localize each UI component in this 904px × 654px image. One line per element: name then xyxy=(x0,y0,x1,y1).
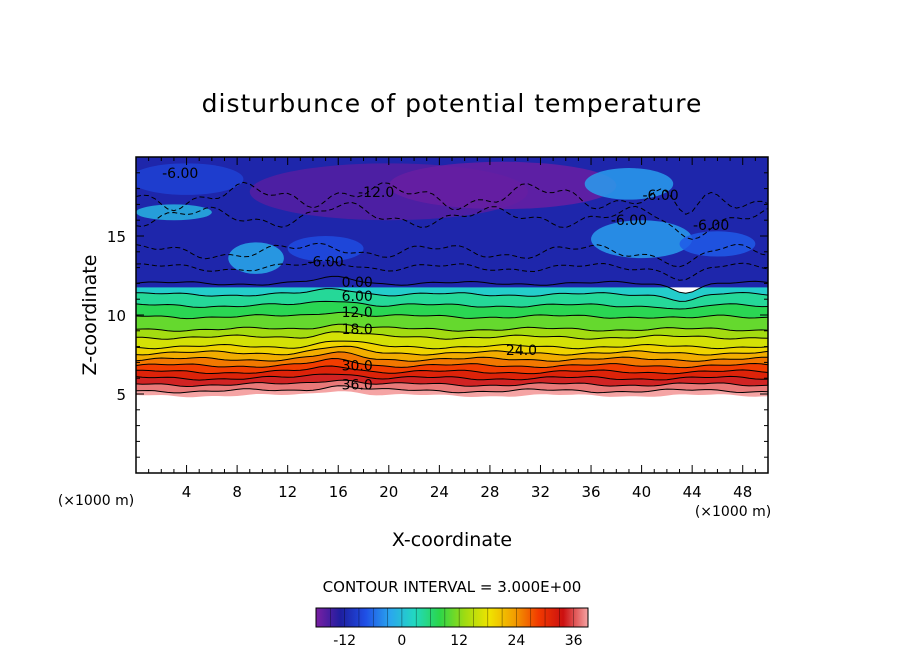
dashed-contour xyxy=(136,201,768,240)
contour-line xyxy=(136,288,768,302)
contour-label: 6.00 xyxy=(342,289,373,305)
contour-line xyxy=(136,385,768,394)
contour-line xyxy=(136,311,768,320)
upper-cell xyxy=(228,242,284,274)
contour-line xyxy=(136,365,768,375)
y-axis-ticks: 5 10 15 xyxy=(107,172,768,458)
x-tick-label: 8 xyxy=(232,483,242,501)
x-tick-label: 24 xyxy=(430,483,449,501)
x-tick-label: 4 xyxy=(182,483,192,501)
x-tick-label: 12 xyxy=(278,483,297,501)
colorbar-tick-label: 24 xyxy=(508,633,526,649)
contour-line xyxy=(136,340,768,350)
contour-interval-text: CONTOUR INTERVAL = 3.000E+00 xyxy=(323,578,582,596)
x-tick-label: 44 xyxy=(683,483,702,501)
upper-cell xyxy=(584,168,674,200)
colorbar-gradient xyxy=(315,607,589,628)
chart-title: disturbunce of potential temperature xyxy=(202,89,703,118)
colorbar: -12 0 12 24 36 xyxy=(315,607,589,649)
contour-line xyxy=(136,357,768,369)
contour-label: -6.00 xyxy=(307,254,343,270)
contour-label: 18.0 xyxy=(342,322,373,338)
x-tick-label: 20 xyxy=(379,483,398,501)
y-tick-label: 10 xyxy=(107,307,126,325)
upper-cell xyxy=(591,220,693,259)
x-tick-label: 32 xyxy=(531,483,550,501)
y-tick-label: 5 xyxy=(116,386,126,404)
x-axis-ticks: 4 8 12 16 20 24 28 32 36 40 44 48 xyxy=(148,157,756,501)
colorbar-tick-label: 36 xyxy=(565,633,583,649)
contour-field xyxy=(136,157,768,473)
upper-cell xyxy=(136,163,244,195)
contour-label: 24.0 xyxy=(506,343,537,359)
contour-line xyxy=(136,331,768,340)
contour-label: 0.00 xyxy=(342,275,373,291)
contour-line xyxy=(136,323,768,332)
upper-cell xyxy=(679,231,756,257)
upper-cell xyxy=(287,236,364,262)
dashed-contour xyxy=(136,242,768,268)
x-tick-label: 36 xyxy=(581,483,600,501)
upper-cell xyxy=(388,161,617,210)
contour-line xyxy=(136,379,768,388)
colorbar-tick-label: -12 xyxy=(333,633,356,649)
x-tick-label: 48 xyxy=(733,483,752,501)
contour-label: 30.0 xyxy=(342,359,373,375)
contour-label: 36.0 xyxy=(342,378,373,394)
dashed-contour xyxy=(136,181,768,215)
contour-label: -12.0 xyxy=(358,185,394,201)
ground xyxy=(136,391,768,473)
contour-label: -6.00 xyxy=(693,218,729,234)
colorbar-tick-label: 12 xyxy=(450,633,468,649)
dashed-contour xyxy=(136,259,768,281)
contour-label: -6.00 xyxy=(162,166,198,182)
x-tick-label: 40 xyxy=(632,483,651,501)
colorbar-tick-label: 0 xyxy=(397,633,406,649)
contour-line xyxy=(136,275,768,294)
y-tick-label: 15 xyxy=(107,228,126,246)
contour-labels: -6.00 -12.0 -6.00 -6.00 -6.00 -6.00 0.006.0012… xyxy=(162,166,729,394)
contour-line xyxy=(136,351,768,362)
contour-label: 12.0 xyxy=(342,305,373,321)
x-unit-left: (×1000 m) xyxy=(58,493,134,509)
contour-line xyxy=(136,373,768,381)
contour-line xyxy=(136,345,768,356)
x-tick-label: 28 xyxy=(480,483,499,501)
x-axis-label: X-coordinate xyxy=(392,529,512,551)
x-unit-right: (×1000 m) xyxy=(695,504,771,520)
contour-label: -6.00 xyxy=(642,188,678,204)
contour-label: -6.00 xyxy=(611,213,647,229)
y-axis-label: Z-coordinate xyxy=(79,255,101,376)
contour-line xyxy=(136,300,768,310)
x-tick-label: 16 xyxy=(329,483,348,501)
